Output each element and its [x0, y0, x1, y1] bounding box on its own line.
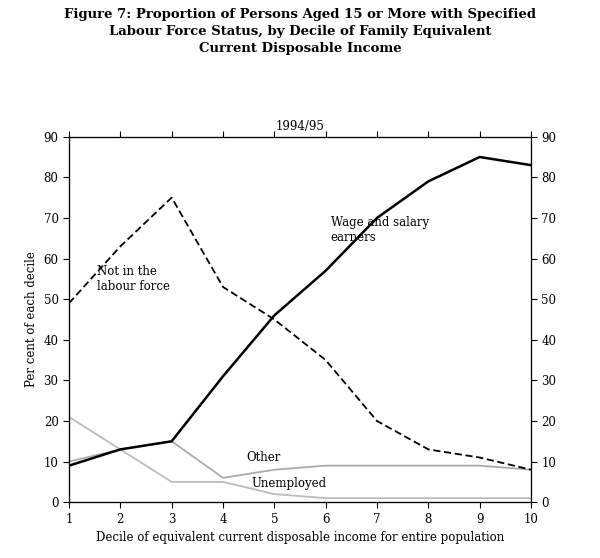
Text: Other: Other — [246, 451, 280, 464]
Text: Unemployed: Unemployed — [251, 478, 326, 490]
Y-axis label: Per cent of each decile: Per cent of each decile — [25, 252, 38, 387]
Text: Figure 7: Proportion of Persons Aged 15 or More with Specified
Labour Force Stat: Figure 7: Proportion of Persons Aged 15 … — [64, 8, 536, 55]
X-axis label: Decile of equivalent current disposable income for entire population: Decile of equivalent current disposable … — [96, 531, 504, 544]
Text: Wage and salary
earners: Wage and salary earners — [331, 216, 429, 244]
Text: 1994/95: 1994/95 — [275, 120, 325, 133]
Text: Not in the
labour force: Not in the labour force — [97, 265, 170, 293]
